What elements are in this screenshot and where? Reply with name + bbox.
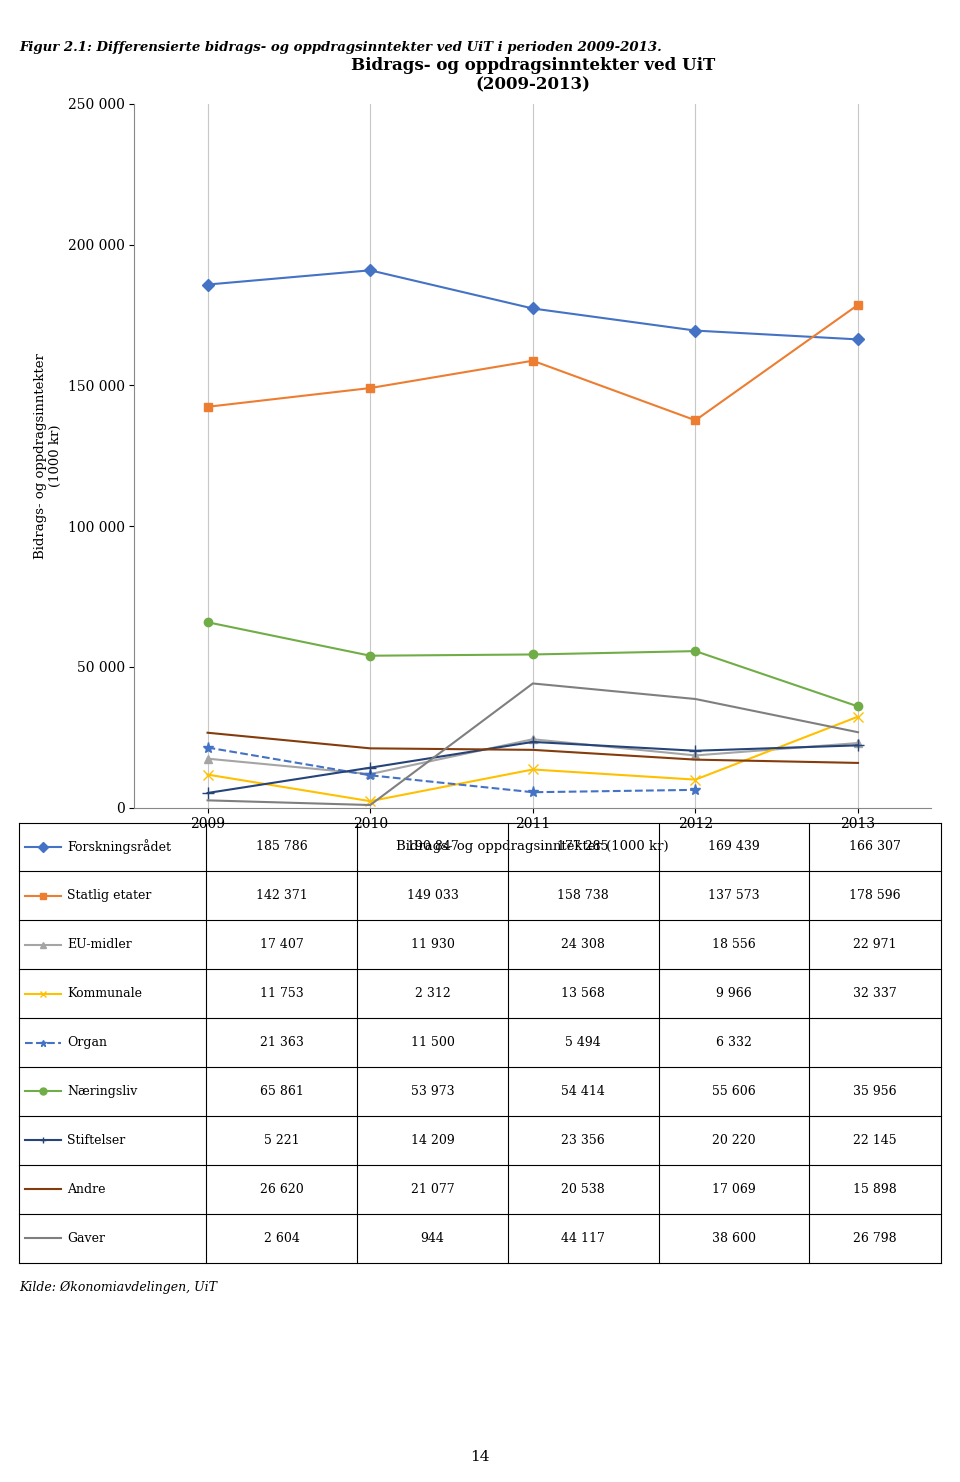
Text: Kommunale: Kommunale: [67, 987, 142, 1000]
Text: 26 798: 26 798: [853, 1232, 897, 1245]
Text: 2 604: 2 604: [264, 1232, 300, 1245]
Text: 6 332: 6 332: [716, 1036, 752, 1049]
Text: 149 033: 149 033: [406, 889, 459, 903]
Text: 20 538: 20 538: [562, 1183, 605, 1196]
Text: Kilde: Økonomiavdelingen, UiT: Kilde: Økonomiavdelingen, UiT: [19, 1280, 217, 1294]
Text: 178 596: 178 596: [850, 889, 900, 903]
Text: 158 738: 158 738: [558, 889, 609, 903]
Text: 14 209: 14 209: [411, 1134, 454, 1147]
Text: 11 753: 11 753: [260, 987, 303, 1000]
Text: 166 307: 166 307: [849, 840, 901, 854]
Text: 21 077: 21 077: [411, 1183, 454, 1196]
Text: Andre: Andre: [67, 1183, 106, 1196]
Text: 11 930: 11 930: [411, 938, 454, 951]
Text: 944: 944: [420, 1232, 444, 1245]
Text: 185 786: 185 786: [256, 840, 307, 854]
Text: 20 220: 20 220: [712, 1134, 756, 1147]
Text: 13 568: 13 568: [562, 987, 605, 1000]
Text: 24 308: 24 308: [562, 938, 605, 951]
Text: 169 439: 169 439: [708, 840, 759, 854]
Text: 22 145: 22 145: [853, 1134, 897, 1147]
Text: 23 356: 23 356: [562, 1134, 605, 1147]
Text: 9 966: 9 966: [716, 987, 752, 1000]
Text: Statlig etater: Statlig etater: [67, 889, 152, 903]
Text: 5 221: 5 221: [264, 1134, 300, 1147]
Text: 15 898: 15 898: [853, 1183, 897, 1196]
Text: 137 573: 137 573: [708, 889, 759, 903]
Text: 190 847: 190 847: [407, 840, 458, 854]
Text: Gaver: Gaver: [67, 1232, 106, 1245]
Text: 17 069: 17 069: [712, 1183, 756, 1196]
Text: 35 956: 35 956: [853, 1085, 897, 1098]
Text: Organ: Organ: [67, 1036, 108, 1049]
Text: 18 556: 18 556: [712, 938, 756, 951]
Text: 17 407: 17 407: [260, 938, 303, 951]
Text: 21 363: 21 363: [260, 1036, 303, 1049]
Text: EU-midler: EU-midler: [67, 938, 132, 951]
Text: 11 500: 11 500: [411, 1036, 454, 1049]
Text: 5 494: 5 494: [565, 1036, 601, 1049]
Text: 26 620: 26 620: [260, 1183, 303, 1196]
Text: 177 285: 177 285: [558, 840, 609, 854]
Text: 2 312: 2 312: [415, 987, 450, 1000]
Text: 65 861: 65 861: [260, 1085, 303, 1098]
Text: 53 973: 53 973: [411, 1085, 454, 1098]
Text: 22 971: 22 971: [853, 938, 897, 951]
Text: 14: 14: [470, 1451, 490, 1464]
Y-axis label: Bidrags- og oppdragsinntekter
(1000 kr): Bidrags- og oppdragsinntekter (1000 kr): [35, 353, 62, 559]
Text: 55 606: 55 606: [712, 1085, 756, 1098]
Text: 54 414: 54 414: [562, 1085, 605, 1098]
Text: Stiftelser: Stiftelser: [67, 1134, 126, 1147]
Text: 44 117: 44 117: [562, 1232, 605, 1245]
Text: 142 371: 142 371: [256, 889, 307, 903]
X-axis label: Bidrags- og oppdragsinntekter (1000 kr): Bidrags- og oppdragsinntekter (1000 kr): [396, 840, 669, 852]
Text: Figur 2.1: Differensierte bidrags- og oppdragsinntekter ved UiT i perioden 2009-: Figur 2.1: Differensierte bidrags- og op…: [19, 41, 662, 55]
Text: 32 337: 32 337: [853, 987, 897, 1000]
Text: Forskningsrådet: Forskningsrådet: [67, 839, 171, 855]
Text: Næringsliv: Næringsliv: [67, 1085, 137, 1098]
Text: 38 600: 38 600: [712, 1232, 756, 1245]
Title: Bidrags- og oppdragsinntekter ved UiT
(2009-2013): Bidrags- og oppdragsinntekter ved UiT (2…: [350, 58, 715, 93]
